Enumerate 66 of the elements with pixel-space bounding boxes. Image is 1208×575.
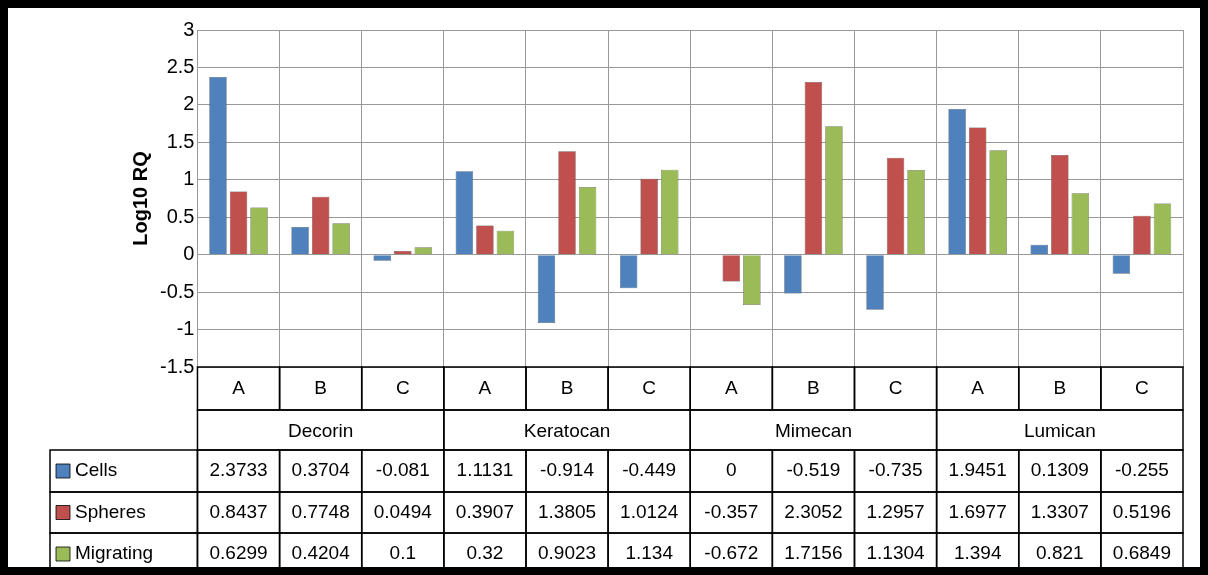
x-tick-label: B: [807, 376, 820, 398]
y-tick-label: 3: [183, 17, 195, 40]
data-label: -0.672: [704, 542, 759, 564]
text: Keratocan: [523, 420, 611, 442]
data-label: 0: [726, 459, 737, 481]
y-tick-label: -0.5: [159, 279, 195, 302]
data-label: 0.1: [389, 542, 416, 564]
data-label: 1.6977: [948, 500, 1007, 522]
y-tick-label: 2.5: [166, 54, 195, 77]
x-tick-label: C: [888, 376, 903, 398]
x-tick-label: C: [1135, 376, 1149, 398]
data-label: -0.914: [540, 459, 595, 481]
y-tick-label: -1.5: [159, 354, 195, 377]
data-label: 1.3805: [537, 500, 597, 522]
y-tick-label: -1: [176, 317, 195, 340]
data-label: 2.3733: [209, 459, 268, 481]
data-label: 0.3704: [291, 459, 351, 481]
data-label: -0.357: [704, 500, 759, 522]
x-tick-label: A: [971, 376, 985, 398]
data-label: 0.4204: [291, 542, 351, 564]
x-tick-label: B: [560, 376, 574, 398]
data-label: 1.394: [953, 542, 1002, 564]
legend-label: Cells: [75, 459, 118, 481]
data-label: 1.0124: [620, 500, 679, 522]
y-tick-label: 0.5: [166, 204, 195, 227]
data-label: -0.735: [868, 459, 923, 481]
x-tick-label: B: [1053, 376, 1067, 398]
data-label: 1.134: [625, 542, 674, 564]
data-label: 2.3052: [784, 500, 843, 522]
data-label: 0.7748: [291, 500, 350, 522]
x-tick-label: A: [724, 376, 738, 398]
data-label: 0.6849: [1112, 542, 1171, 564]
data-label: 1.9451: [948, 459, 1007, 481]
data-label: 0.6299: [209, 542, 268, 564]
text: Decorin: [287, 420, 354, 442]
legend-label: Spheres: [75, 500, 146, 522]
data-label: -0.081: [375, 459, 430, 481]
data-label: 0.8437: [209, 500, 268, 522]
y-tick-label: 1: [183, 167, 195, 190]
text: Mimecan: [774, 420, 852, 442]
y-tick-label: 1.5: [166, 129, 195, 152]
data-label: 0.5196: [1112, 500, 1171, 522]
data-label: -0.519: [786, 459, 841, 481]
text: Lumican: [1023, 420, 1096, 442]
data-label: 0.32: [466, 542, 504, 564]
data-label: -0.449: [622, 459, 677, 481]
x-tick-label: C: [642, 376, 657, 398]
x-tick-label: C: [395, 376, 410, 398]
data-label: 1.1304: [866, 542, 926, 564]
x-tick-label: A: [232, 376, 246, 398]
legend-label: Migrating: [75, 542, 154, 564]
data-label: 0.9023: [537, 542, 597, 564]
data-label: 0.821: [1036, 542, 1084, 564]
y-tick-label: 2: [183, 92, 195, 115]
y-axis-title: Log10 RQ: [128, 151, 151, 246]
data-label: 0.1309: [1030, 459, 1089, 481]
y-tick-label: 0: [183, 242, 195, 265]
data-label: 1.2957: [866, 500, 925, 522]
data-label: 1.1131: [456, 459, 514, 481]
data-label: 1.7156: [784, 542, 843, 564]
data-label: 1.3307: [1030, 500, 1089, 522]
data-label: 0.0494: [373, 500, 433, 522]
data-label: 0.3907: [455, 500, 514, 522]
x-tick-label: A: [478, 376, 492, 398]
x-tick-label: B: [314, 376, 327, 398]
data-label: -0.255: [1115, 459, 1169, 481]
